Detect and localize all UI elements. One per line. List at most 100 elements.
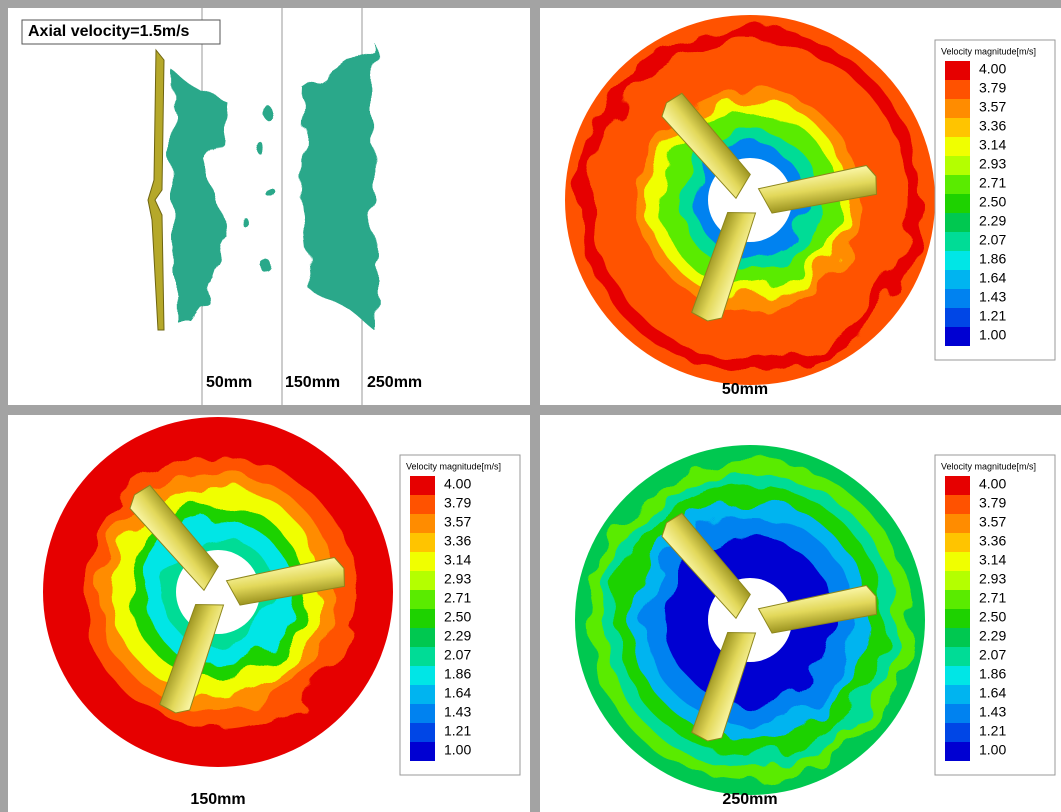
legend-swatch [945,742,970,761]
legend-label: 3.14 [979,552,1006,568]
legend-swatch [410,704,435,723]
legend-label: 2.50 [979,609,1006,625]
figure: Axial velocity=1.5m/s 50mm 150mm 250mm V… [0,0,1061,812]
plane-label: 50mm [206,374,252,391]
legend-swatch [945,308,970,327]
legend-label: 3.79 [979,495,1006,511]
legend-label: 2.50 [444,609,471,625]
legend-label: 3.14 [979,137,1006,153]
legend-label: 2.50 [979,194,1006,210]
legend-label: 2.71 [979,590,1006,606]
legend-swatch [945,194,970,213]
legend-swatch [945,251,970,270]
legend-label: 1.86 [979,251,1006,267]
legend-swatch [945,685,970,704]
legend-label: 1.00 [444,742,471,758]
legend-label: 1.86 [979,666,1006,682]
plane-label: 150mm [285,374,340,391]
legend-label: 4.00 [979,61,1006,77]
legend-swatch [945,666,970,685]
legend-label: 3.79 [979,80,1006,96]
legend-label: 3.79 [444,495,471,511]
legend-label: 1.43 [979,704,1006,720]
legend-swatch [410,476,435,495]
legend-label: 1.43 [444,704,471,720]
legend-label: 3.14 [444,552,471,568]
legend-swatch [945,99,970,118]
legend-swatch [410,495,435,514]
legend-swatch [945,609,970,628]
legend-label: 3.57 [444,514,471,530]
legend-label: 2.07 [444,647,471,663]
legend-swatch [945,590,970,609]
legend-label: 1.64 [444,685,471,701]
panel-caption: 250mm [722,791,777,808]
legend-swatch [410,590,435,609]
legend-label: 1.86 [444,666,471,682]
legend-swatch [410,609,435,628]
legend-label: 1.00 [979,742,1006,758]
legend-label: 2.29 [979,628,1006,644]
legend-label: 1.21 [979,308,1006,324]
contour-disc [565,15,935,385]
legend-swatch [945,647,970,666]
legend-swatch [945,270,970,289]
legend-swatch [410,533,435,552]
legend-swatch [945,80,970,99]
legend-label: 1.21 [979,723,1006,739]
legend-swatch [945,571,970,590]
legend-label: 1.43 [979,289,1006,305]
legend-swatch [945,552,970,571]
legend-label: 1.64 [979,270,1006,286]
legend-swatch [945,514,970,533]
legend-swatch [410,666,435,685]
legend-swatch [410,571,435,590]
legend-swatch [945,495,970,514]
legend-swatch [945,476,970,495]
panel [8,8,530,405]
panel-title: Axial velocity=1.5m/s [28,23,190,40]
legend-label: 2.29 [444,628,471,644]
legend-label: 1.00 [979,327,1006,343]
legend-label: 3.57 [979,99,1006,115]
legend-swatch [945,118,970,137]
legend-label: 3.36 [979,533,1006,549]
legend-swatch [410,552,435,571]
legend-title: Velocity magnitude[m/s] [406,461,501,471]
legend-swatch [945,213,970,232]
legend-label: 2.29 [979,213,1006,229]
panel-caption: 150mm [190,791,245,808]
legend-label: 2.93 [979,571,1006,587]
legend-label: 3.36 [979,118,1006,134]
legend-label: 2.93 [979,156,1006,172]
legend-swatch [945,156,970,175]
panel-caption: 50mm [722,381,768,398]
legend-swatch [945,232,970,251]
legend-swatch [945,723,970,742]
legend-label: 2.71 [444,590,471,606]
legend-swatch [945,61,970,80]
legend-swatch [410,685,435,704]
legend-swatch [410,514,435,533]
legend-title: Velocity magnitude[m/s] [941,46,1036,56]
legend-label: 2.07 [979,647,1006,663]
legend-label: 2.07 [979,232,1006,248]
contour-disc [575,445,925,795]
legend-swatch [945,704,970,723]
legend-label: 1.21 [444,723,471,739]
figure-canvas: Axial velocity=1.5m/s 50mm 150mm 250mm V… [0,0,1061,812]
legend-label: 2.93 [444,571,471,587]
legend-swatch [410,647,435,666]
legend-title: Velocity magnitude[m/s] [941,461,1036,471]
plane-label: 250mm [367,374,422,391]
contour-disc [43,417,393,767]
legend-swatch [410,628,435,647]
legend-swatch [410,742,435,761]
legend-swatch [945,289,970,308]
legend-swatch [945,175,970,194]
legend-label: 3.57 [979,514,1006,530]
legend-label: 4.00 [444,476,471,492]
legend-label: 1.64 [979,685,1006,701]
legend-label: 3.36 [444,533,471,549]
legend-label: 2.71 [979,175,1006,191]
